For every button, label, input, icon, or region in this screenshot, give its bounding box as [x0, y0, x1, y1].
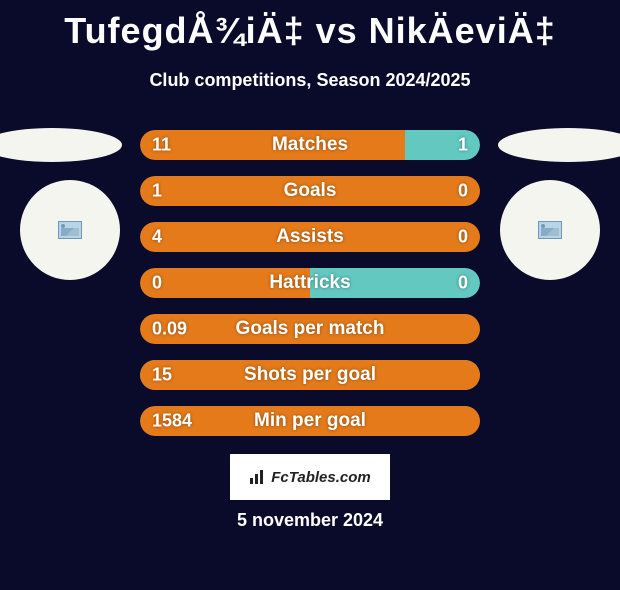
- stat-row: 4 Assists 0: [140, 222, 480, 252]
- stat-value-right: 0: [458, 273, 468, 294]
- footer-brand: FcTables.com: [230, 454, 390, 500]
- stat-bar-right: [405, 130, 480, 160]
- stat-row: 1584 Min per goal: [140, 406, 480, 436]
- stat-row: 1 Goals 0: [140, 176, 480, 206]
- stat-label: Matches: [272, 134, 348, 156]
- stat-row: 15 Shots per goal: [140, 360, 480, 390]
- stat-value-left: 1: [152, 181, 162, 202]
- stat-label: Goals per match: [236, 318, 385, 340]
- left-player-avatar: [20, 180, 120, 280]
- date-label: 5 november 2024: [237, 510, 383, 531]
- right-shadow-ellipse: [498, 128, 620, 162]
- stat-label: Min per goal: [254, 410, 366, 432]
- left-shadow-ellipse: [0, 128, 122, 162]
- stat-label: Shots per goal: [244, 364, 376, 386]
- stat-value-left: 15: [152, 365, 172, 386]
- stat-row: 0.09 Goals per match: [140, 314, 480, 344]
- stat-label: Hattricks: [269, 272, 350, 294]
- stat-value-left: 11: [152, 135, 171, 156]
- stat-row: 11 Matches 1: [140, 130, 480, 160]
- stat-row: 0 Hattricks 0: [140, 268, 480, 298]
- stat-value-right: 0: [458, 181, 468, 202]
- footer-label: FcTables.com: [271, 469, 370, 486]
- image-placeholder-icon: [538, 221, 562, 239]
- stat-label: Assists: [276, 226, 344, 248]
- stat-value-right: 0: [458, 227, 468, 248]
- stat-value-left: 4: [152, 227, 162, 248]
- stat-value-left: 0: [152, 273, 162, 294]
- stat-label: Goals: [284, 180, 337, 202]
- subtitle: Club competitions, Season 2024/2025: [0, 70, 620, 91]
- stat-value-left: 0.09: [152, 319, 187, 340]
- page-title: TufegdÅ¾iÄ‡ vs NikÄeviÄ‡: [0, 10, 620, 52]
- stats-container: 11Matches11Goals04Assists00Hattricks00.0…: [140, 130, 480, 452]
- bars-icon: [249, 468, 267, 486]
- stat-value-right: 1: [458, 135, 468, 156]
- image-placeholder-icon: [58, 221, 82, 239]
- stat-value-left: 1584: [152, 411, 192, 432]
- right-player-avatar: [500, 180, 600, 280]
